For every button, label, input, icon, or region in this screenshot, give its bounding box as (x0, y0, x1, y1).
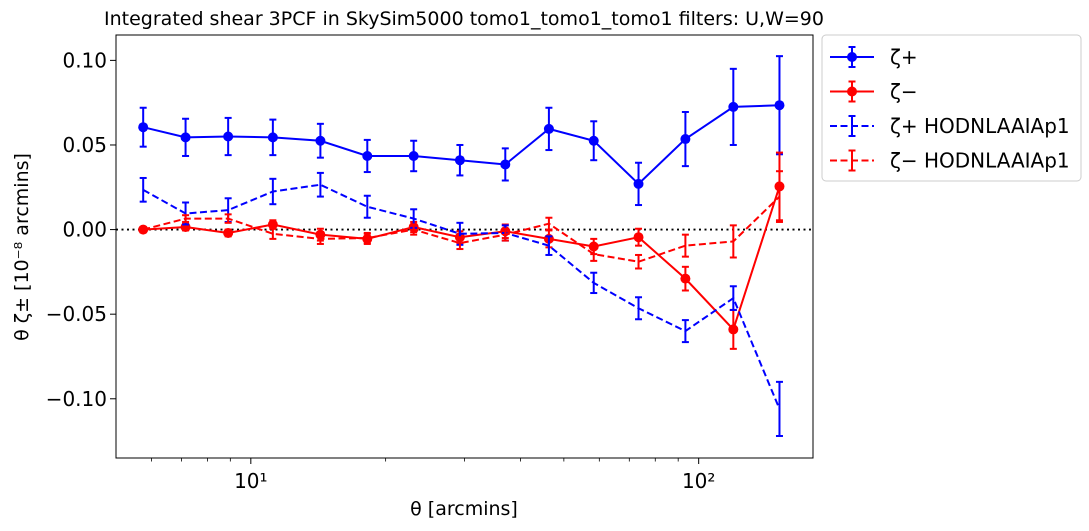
y-tick-label: −0.05 (46, 302, 107, 326)
y-tick-label: 0.05 (62, 133, 107, 157)
legend-items: ζ+ ζ− ζ+ HODNLAAIAp1 ζ− HODNLAAIAp1 (830, 45, 1070, 173)
data-point (362, 150, 373, 161)
data-point (267, 132, 278, 143)
x-axis: 10¹ 10² (151, 458, 715, 493)
series-line (142, 195, 781, 263)
data-point (680, 273, 691, 284)
data-point (728, 324, 739, 335)
series-line (143, 186, 781, 332)
data-point (138, 122, 149, 133)
legend-item: ζ− (830, 80, 918, 104)
legend-marker (847, 86, 857, 97)
data-point (223, 227, 234, 238)
data-point (223, 131, 234, 142)
legend-label: ζ+ (890, 45, 918, 69)
plot-area (115, 34, 814, 459)
chart-title: Integrated shear 3PCF in SkySim5000 tomo… (104, 8, 824, 30)
data-point (267, 219, 278, 230)
series-3 (139, 171, 783, 438)
legend-frame (821, 34, 1082, 182)
data-point (180, 132, 191, 143)
series-line (142, 183, 781, 410)
y-axis-label: θ ζ± [10⁻⁸ arcmins] (11, 153, 33, 341)
data-point (633, 232, 644, 243)
legend-item: ζ− HODNLAAIAp1 (830, 149, 1070, 173)
y-axis: 0.10 0.05 0.00 −0.05 −0.10 (46, 48, 116, 411)
data-point (454, 155, 465, 166)
data-point (774, 100, 785, 111)
series-1 (138, 55, 785, 207)
series-4 (139, 170, 783, 270)
legend-label: ζ+ HODNLAAIAp1 (890, 114, 1070, 138)
data-point (728, 101, 739, 112)
plot-frame (115, 34, 814, 459)
y-tick-label: 0.00 (62, 218, 107, 242)
y-tick-label: 0.10 (62, 48, 107, 72)
legend-item: ζ+ HODNLAAIAp1 (830, 114, 1070, 138)
legend: ζ+ ζ− ζ+ HODNLAAIAp1 ζ− HODNLAAIAp1 (821, 34, 1082, 182)
data-point (680, 134, 691, 145)
data-point (543, 123, 554, 134)
data-point (500, 159, 511, 170)
data-point (588, 135, 599, 146)
legend-marker (847, 52, 857, 62)
series-layer (138, 55, 785, 438)
legend-label: ζ− HODNLAAIAp1 (890, 149, 1070, 173)
x-tick-label: 10² (682, 469, 715, 493)
data-point (633, 178, 644, 189)
legend-label: ζ− (890, 80, 918, 104)
x-tick-label: 10¹ (234, 469, 267, 493)
y-tick-label: −0.10 (46, 387, 107, 411)
data-point (408, 150, 419, 161)
data-point (315, 135, 326, 146)
legend-item: ζ+ (830, 45, 918, 69)
x-axis-label: θ [arcmins] (410, 498, 518, 520)
